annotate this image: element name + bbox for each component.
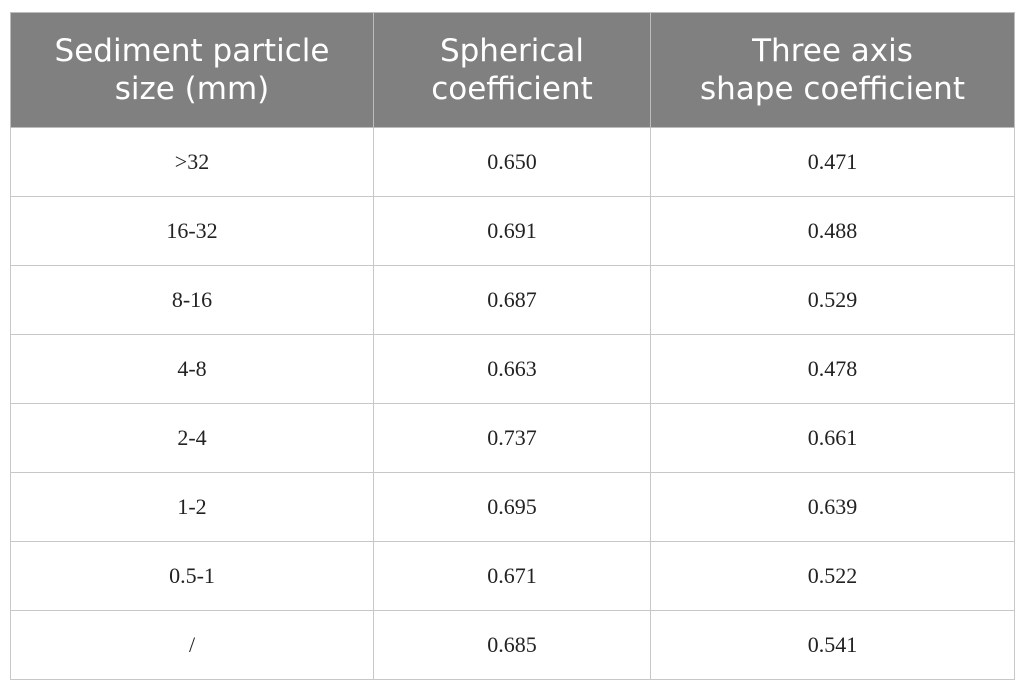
table-cell: 0.471 [650,127,1015,197]
table-row: 0.5-1 0.671 0.522 [10,541,1015,611]
table-cell: 0.737 [373,403,651,473]
table-row: 1-2 0.695 0.639 [10,472,1015,542]
table-row: 8-16 0.687 0.529 [10,265,1015,335]
table-row: >32 0.650 0.471 [10,127,1015,197]
table-cell: 0.541 [650,610,1015,680]
header-cell: Spherical coefficient [373,12,651,128]
table-cell: 0.650 [373,127,651,197]
header-row: Sediment particle size (mm) Spherical coeff… [10,12,1015,128]
table-row: 2-4 0.737 0.661 [10,403,1015,473]
header-line: size (mm) [114,71,270,107]
table-cell: 0.488 [650,196,1015,266]
table-cell: 0.661 [650,403,1015,473]
table-cell: / [10,610,374,680]
table-cell: 8-16 [10,265,374,335]
header-cell: Three axis shape coefficient [650,12,1015,128]
table-cell: 0.5-1 [10,541,374,611]
table-cell: 0.639 [650,472,1015,542]
table-row: /0.685 0.541 [10,610,1015,680]
table-cell: 4-8 [10,334,374,404]
header-line: Spherical [439,33,585,69]
table-cell: 0.695 [373,472,651,542]
table-body: >32 0.650 0.471 16-32 0.691 0.488 8-16 0.687 0.5… [10,127,1015,680]
header-line: Sediment particle [54,33,330,69]
header-line: Three axis [752,33,913,69]
header-cell: Sediment particle size (mm) [10,12,374,128]
table-row: 16-32 0.691 0.488 [10,196,1015,266]
table-cell: 0.671 [373,541,651,611]
table-cell: 0.687 [373,265,651,335]
table-cell: 2-4 [10,403,374,473]
header-line: coefficient [431,71,593,107]
table-cell: >32 [10,127,374,197]
header-line: shape coefficient [700,71,965,107]
table-cell: 1-2 [10,472,374,542]
data-table: Sediment particle size (mm) Spherical coeff… [10,12,1015,680]
table-cell: 0.663 [373,334,651,404]
table-cell: 0.691 [373,196,651,266]
table-cell: 16-32 [10,196,374,266]
table-header: Sediment particle size (mm) Spherical coeff… [10,12,1015,128]
table-cell: 0.685 [373,610,651,680]
table-row: 4-8 0.663 0.478 [10,334,1015,404]
table-cell: 0.478 [650,334,1015,404]
table-cell: 0.522 [650,541,1015,611]
table-cell: 0.529 [650,265,1015,335]
